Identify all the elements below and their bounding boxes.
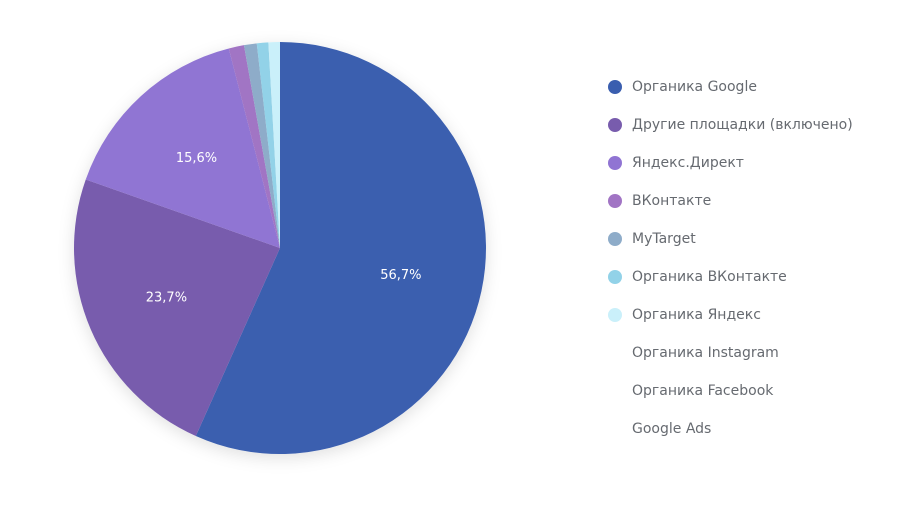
legend-item-4[interactable]: ВКонтакте <box>608 182 853 220</box>
legend-item-6[interactable]: Органика ВКонтакте <box>608 258 853 296</box>
slice-label-2: 23,7% <box>146 291 187 306</box>
slice-label-1: 56,7% <box>380 268 421 283</box>
legend-swatch <box>608 270 622 284</box>
legend-item-5[interactable]: MyTarget <box>608 220 853 258</box>
legend-swatch <box>608 232 622 246</box>
legend-item-9[interactable]: Органика Facebook <box>608 372 853 410</box>
legend-swatch <box>608 80 622 94</box>
legend-swatch <box>608 118 622 132</box>
legend-swatch <box>608 346 622 360</box>
legend-item-1[interactable]: Органика Google <box>608 68 853 106</box>
legend-label: ВКонтакте <box>632 193 712 209</box>
legend-swatch <box>608 422 622 436</box>
pie-svg: 56,7% 23,7% 15,6% <box>74 42 487 455</box>
legend-label: Органика Facebook <box>632 383 774 399</box>
legend-item-2[interactable]: Другие площадки (включено) <box>608 106 853 144</box>
legend-label: Органика Google <box>632 79 757 95</box>
pie-slice-6[interactable] <box>256 42 280 248</box>
legend-swatch <box>608 308 622 322</box>
legend-swatch <box>608 194 622 208</box>
pie-slice-2[interactable] <box>74 179 280 437</box>
pie-chart: 56,7% 23,7% 15,6% <box>74 42 487 455</box>
pie-slice-4[interactable] <box>228 45 280 248</box>
legend-label: Яндекс.Директ <box>632 155 744 171</box>
legend-label: Google Ads <box>632 421 712 437</box>
legend-item-10[interactable]: Google Ads <box>608 410 853 448</box>
pie-slice-1[interactable] <box>195 42 487 455</box>
legend-item-3[interactable]: Яндекс.Директ <box>608 144 853 182</box>
pie-slice-7[interactable] <box>268 42 280 248</box>
legend: Органика Google Другие площадки (включено… <box>608 68 853 448</box>
legend-swatch <box>608 156 622 170</box>
pie-labels: 56,7% 23,7% 15,6% <box>146 151 422 306</box>
legend-label: Органика ВКонтакте <box>632 269 787 285</box>
pie-slice-5[interactable] <box>243 43 280 248</box>
legend-swatch <box>608 384 622 398</box>
legend-item-8[interactable]: Органика Instagram <box>608 334 853 372</box>
slice-label-3: 15,6% <box>176 151 217 166</box>
legend-label: MyTarget <box>632 231 696 247</box>
legend-label: Органика Instagram <box>632 345 779 361</box>
pie-slice-3[interactable] <box>85 48 280 249</box>
legend-item-7[interactable]: Органика Яндекс <box>608 296 853 334</box>
legend-label: Органика Яндекс <box>632 307 761 323</box>
pie-slices <box>74 42 487 455</box>
legend-label: Другие площадки (включено) <box>632 117 853 133</box>
